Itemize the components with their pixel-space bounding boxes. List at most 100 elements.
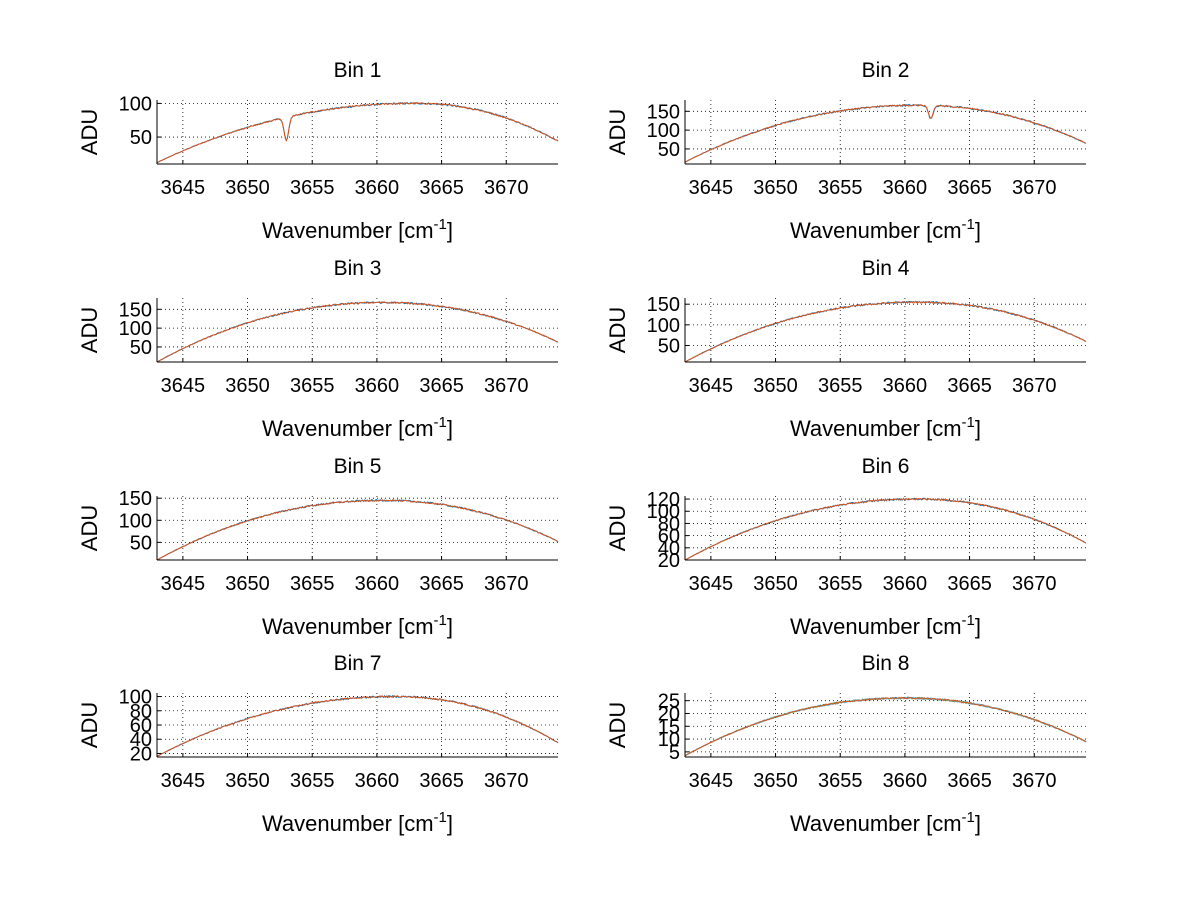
y-tick-label: 25 <box>658 691 680 713</box>
y-tick-label: 150 <box>119 488 152 510</box>
y-tick-label: 80 <box>658 513 680 535</box>
x-axis-label: Wavenumber [cm-1] <box>790 612 981 639</box>
x-tick-label: 3655 <box>818 573 863 595</box>
y-axis-label: ADU <box>77 702 102 748</box>
x-tick-label: 3665 <box>419 770 464 792</box>
x-tick-label: 3645 <box>689 375 734 397</box>
x-tick-label: 3655 <box>818 375 863 397</box>
y-tick-label: 150 <box>647 101 680 123</box>
x-tick-label: 3655 <box>290 375 335 397</box>
spectrum-line <box>684 300 1087 363</box>
y-tick-label: 20 <box>658 550 680 572</box>
x-tick-label: 3655 <box>290 770 335 792</box>
y-tick-label: 20 <box>658 703 680 725</box>
spectrum-line <box>156 102 559 164</box>
x-axis-label: Wavenumber [cm-1] <box>790 216 981 243</box>
chart-title: Bin 1 <box>334 59 382 82</box>
spectrum-line <box>156 694 559 757</box>
y-tick-label: 50 <box>130 532 152 554</box>
x-tick-label: 3665 <box>947 177 992 199</box>
chart-title: Bin 6 <box>862 455 910 478</box>
y-tick-label: 100 <box>119 93 152 115</box>
x-tick-label: 3650 <box>225 177 270 199</box>
chart-title: Bin 4 <box>862 257 910 280</box>
y-tick-label: 20 <box>130 743 152 765</box>
x-axis-label: Wavenumber [cm-1] <box>262 414 453 441</box>
spectrum-line <box>684 697 1087 757</box>
x-tick-label: 3670 <box>484 177 529 199</box>
x-tick-label: 3670 <box>1012 375 1057 397</box>
chart-title: Bin 8 <box>862 652 910 675</box>
x-axis-label: Wavenumber [cm-1] <box>790 809 981 836</box>
spectrum-line <box>684 497 1087 561</box>
spectrum-line <box>156 102 559 164</box>
x-tick-label: 3665 <box>947 573 992 595</box>
x-tick-label: 3655 <box>290 177 335 199</box>
spectrum-line <box>684 300 1087 363</box>
y-axis-label: ADU <box>77 307 102 353</box>
y-tick-label: 50 <box>130 337 152 359</box>
y-tick-label: 40 <box>658 538 680 560</box>
spectrum-line <box>156 499 559 561</box>
y-axis-label: ADU <box>77 505 102 551</box>
y-axis-label: ADU <box>605 702 630 748</box>
spectrum-line <box>684 103 1087 163</box>
spectrum-line <box>156 301 559 363</box>
y-axis-label: ADU <box>605 307 630 353</box>
panel-bin-1: 3645 3650 3655 3660 3665 3670 50 100 Bin 1 Wavenu… <box>77 59 559 243</box>
chart-title: Bin 2 <box>862 59 910 82</box>
y-tick-label: 60 <box>658 526 680 548</box>
x-tick-label: 3665 <box>419 177 464 199</box>
x-tick-label: 3665 <box>419 375 464 397</box>
y-tick-label: 100 <box>119 318 152 340</box>
y-axis-label: ADU <box>605 109 630 155</box>
y-tick-label: 15 <box>658 716 680 738</box>
x-tick-label: 3655 <box>818 177 863 199</box>
spectrum-line <box>684 497 1087 561</box>
y-tick-label: 100 <box>647 501 680 523</box>
x-tick-label: 3645 <box>161 573 206 595</box>
x-tick-label: 3660 <box>355 375 400 397</box>
y-tick-label: 50 <box>658 335 680 357</box>
y-axis-label: ADU <box>77 109 102 155</box>
x-tick-label: 3660 <box>355 770 400 792</box>
x-tick-label: 3665 <box>947 770 992 792</box>
x-tick-label: 3660 <box>883 177 928 199</box>
chart-title: Bin 3 <box>334 257 382 280</box>
x-tick-label: 3670 <box>1012 770 1057 792</box>
x-tick-label: 3645 <box>689 177 734 199</box>
x-tick-label: 3660 <box>355 573 400 595</box>
x-axis-label: Wavenumber [cm-1] <box>262 216 453 243</box>
x-tick-label: 3660 <box>883 573 928 595</box>
y-tick-label: 150 <box>119 299 152 321</box>
y-tick-label: 60 <box>130 715 152 737</box>
x-tick-label: 3650 <box>753 375 798 397</box>
x-tick-label: 3670 <box>1012 573 1057 595</box>
x-tick-label: 3665 <box>419 573 464 595</box>
x-tick-label: 3645 <box>161 770 206 792</box>
x-tick-label: 3645 <box>689 770 734 792</box>
x-tick-label: 3645 <box>161 375 206 397</box>
x-tick-label: 3650 <box>225 770 270 792</box>
x-tick-label: 3650 <box>225 375 270 397</box>
spectrum-line <box>156 695 559 757</box>
spectrum-line <box>156 301 559 363</box>
x-axis-label: Wavenumber [cm-1] <box>262 809 453 836</box>
y-tick-label: 10 <box>658 729 680 751</box>
y-tick-label: 100 <box>647 315 680 337</box>
x-tick-label: 3660 <box>883 770 928 792</box>
y-tick-label: 80 <box>130 701 152 723</box>
y-axis-label: ADU <box>605 505 630 551</box>
x-tick-label: 3650 <box>753 770 798 792</box>
chart-title: Bin 5 <box>334 455 382 478</box>
x-tick-label: 3645 <box>689 573 734 595</box>
x-tick-label: 3660 <box>355 177 400 199</box>
y-tick-label: 120 <box>647 489 680 511</box>
x-tick-label: 3655 <box>290 573 335 595</box>
x-tick-label: 3660 <box>883 375 928 397</box>
